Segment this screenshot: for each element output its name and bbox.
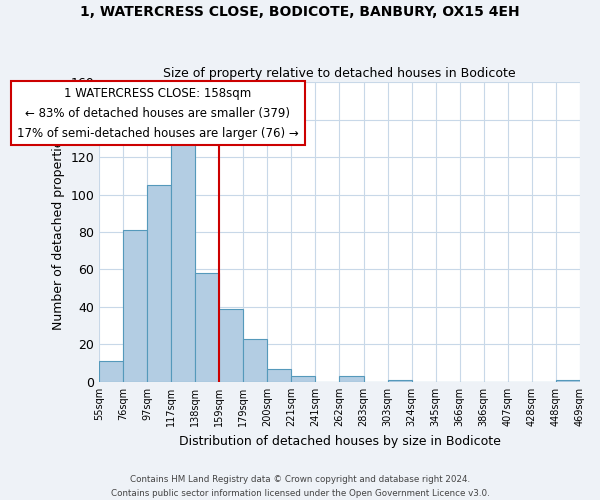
Text: Contains HM Land Registry data © Crown copyright and database right 2024.
Contai: Contains HM Land Registry data © Crown c…	[110, 476, 490, 498]
Bar	[147, 185, 171, 382]
Bar	[123, 230, 147, 382]
Bar	[171, 138, 195, 382]
Bar	[267, 369, 292, 382]
Bar	[219, 309, 243, 382]
Title: Size of property relative to detached houses in Bodicote: Size of property relative to detached ho…	[163, 66, 516, 80]
Y-axis label: Number of detached properties: Number of detached properties	[52, 134, 65, 330]
Text: 1, WATERCRESS CLOSE, BODICOTE, BANBURY, OX15 4EH: 1, WATERCRESS CLOSE, BODICOTE, BANBURY, …	[80, 5, 520, 19]
Text: 1 WATERCRESS CLOSE: 158sqm
← 83% of detached houses are smaller (379)
17% of sem: 1 WATERCRESS CLOSE: 158sqm ← 83% of deta…	[17, 86, 299, 140]
Bar	[292, 376, 316, 382]
Bar	[556, 380, 580, 382]
Bar	[243, 339, 267, 382]
Bar	[388, 380, 412, 382]
Bar	[340, 376, 364, 382]
X-axis label: Distribution of detached houses by size in Bodicote: Distribution of detached houses by size …	[179, 434, 500, 448]
Bar	[99, 362, 123, 382]
Bar	[195, 273, 219, 382]
